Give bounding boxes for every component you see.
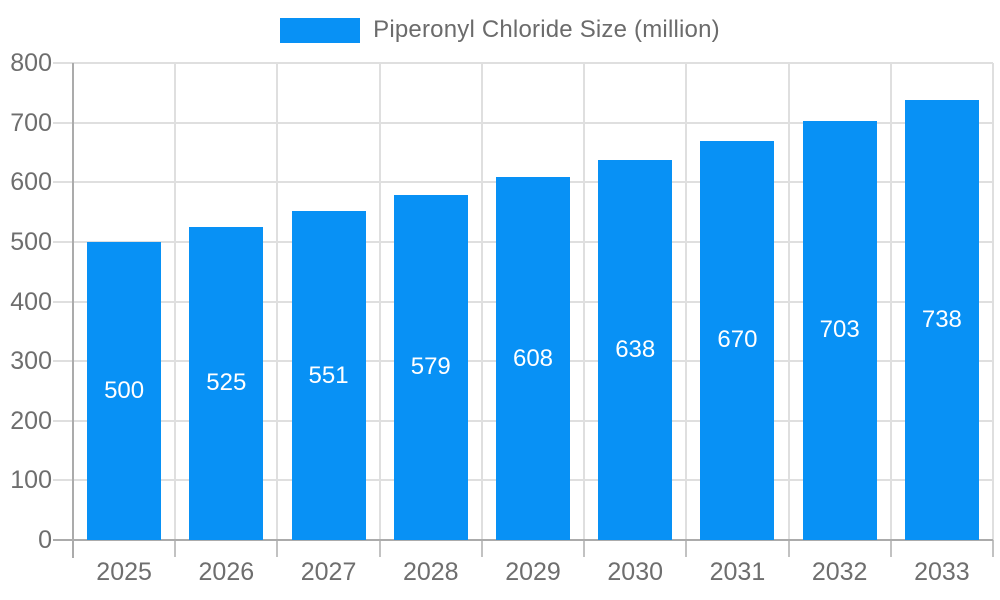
x-tick-label-2032: 2032 [811,558,868,586]
bar-value-2028: 579 [410,353,451,381]
bar-2032[interactable] [802,120,877,540]
bar-2027[interactable] [291,211,366,540]
y-tick-label-700: 700 [10,108,52,137]
x-axis-tick-5 [583,540,586,557]
y-tick-label-500: 500 [10,227,52,256]
x-axis-tick-7 [787,540,790,557]
y-gridline-700 [53,121,993,124]
x-axis-line [53,539,993,541]
x-gridline-2 [276,63,279,540]
bar-2031[interactable] [700,140,775,540]
bar-value-2030: 638 [615,335,656,363]
x-tick-label-2031: 2031 [709,558,766,586]
bar-2028[interactable] [393,194,468,540]
y-tick-label-300: 300 [10,347,52,376]
x-tick-label-2028: 2028 [402,558,459,586]
bar-value-2029: 608 [512,344,554,372]
x-axis-tick-6 [685,540,688,557]
x-tick-label-2025: 2025 [96,558,152,586]
x-axis-tick-1 [174,540,177,557]
x-gridline-6 [685,63,688,540]
x-tick-label-2030: 2030 [607,558,664,586]
x-tick-label-2033: 2033 [914,558,970,586]
bar-value-2026: 525 [206,369,247,397]
x-gridline-3 [378,63,381,540]
legend-label[interactable]: Piperonyl Chloride Size (million) [373,16,720,43]
x-tick-label-2026: 2026 [198,558,255,586]
y-axis-line [72,63,74,558]
bar-value-2025: 500 [104,376,145,404]
bar-2025[interactable] [87,241,162,540]
bar-2026[interactable] [189,226,264,540]
x-axis-tick-4 [480,540,483,557]
bar-2029[interactable] [496,177,570,540]
x-tick-label-2027: 2027 [300,558,357,586]
x-axis-tick-8 [889,540,892,557]
x-axis-tick-3 [378,540,381,557]
chart-legend: Piperonyl Chloride Size (million) [0,16,1000,44]
bar-2030[interactable] [598,159,673,540]
y-tick-label-100: 100 [10,466,52,495]
bar-value-2032: 703 [819,316,860,344]
x-axis-tick-2 [276,540,279,557]
x-gridline-7 [787,63,790,540]
y-tick-label-600: 600 [10,168,52,197]
legend-swatch[interactable] [280,17,361,43]
x-gridline-8 [889,63,892,540]
y-tick-label-800: 800 [10,49,52,77]
bar-value-2033: 738 [921,305,962,333]
x-gridline-9 [992,63,994,540]
x-gridline-1 [174,63,177,540]
bar-value-2027: 551 [308,361,349,389]
x-tick-label-2029: 2029 [505,558,561,586]
y-tick-label-0: 0 [38,526,52,554]
x-gridline-5 [583,63,586,540]
x-gridline-4 [480,63,483,540]
y-gridline-800 [53,62,993,64]
bar-value-2031: 670 [717,326,758,354]
y-tick-label-400: 400 [10,287,52,316]
y-tick-label-200: 200 [10,406,52,435]
x-axis-tick-9 [992,540,994,557]
bar-2033[interactable] [904,99,979,540]
